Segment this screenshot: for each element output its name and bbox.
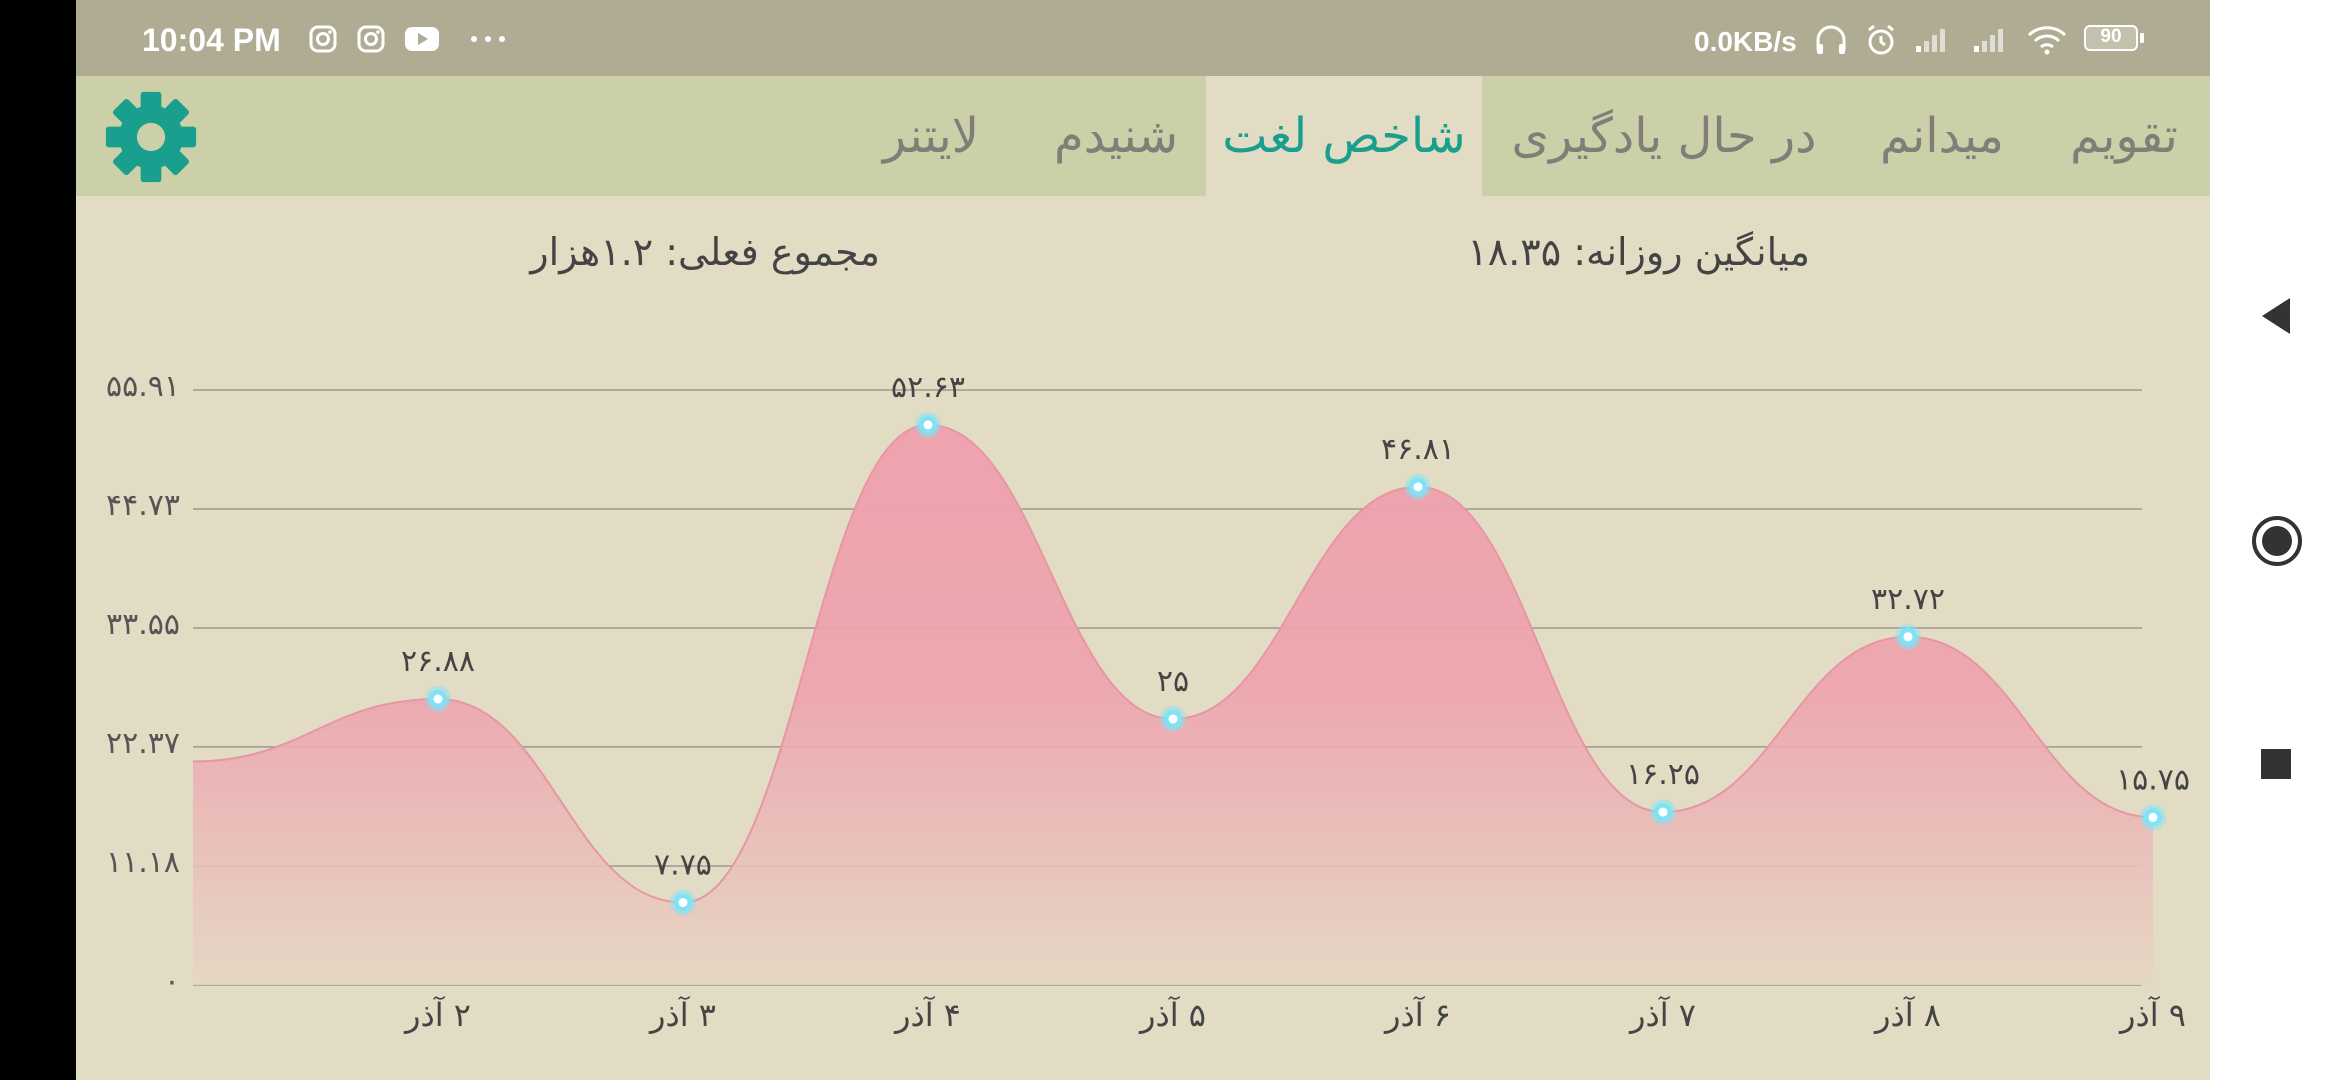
tab-leitner[interactable]: لایتنر <box>836 76 1026 196</box>
status-time: 10:04 PM <box>142 22 281 58</box>
data-label: ۱۵.۷۵ <box>2116 762 2190 797</box>
y-tick-label: ۰ <box>164 964 180 999</box>
instagram-icon <box>357 25 385 53</box>
navigation-bar <box>2210 0 2340 1080</box>
tab-word-index-label: شاخص لغت <box>1222 108 1466 164</box>
youtube-icon <box>405 27 439 51</box>
data-label: ۱۶.۲۵ <box>1626 757 1700 792</box>
more-dots-icon <box>471 36 505 42</box>
chart-points-layer <box>425 411 2166 916</box>
tab-calendar-label: تقویم <box>2070 108 2178 164</box>
word-index-chart: ۰ ۱۱.۱۸ ۲۲.۳۷ ۳۳.۵۵ ۴۴.۷۳ ۵۵.۹۱ ۲۶.۸۸ ۲ آذر ۷.۷… <box>106 369 2190 1034</box>
data-label: ۴۶.۸۱ <box>1381 432 1455 467</box>
data-point-center <box>433 694 443 704</box>
y-tick-label: ۱۱.۱۸ <box>106 845 180 880</box>
x-tick-label: ۴ آذر <box>893 995 961 1034</box>
tab-bar: تقویم میدانم در حال یادگیری شاخص لغت شنی… <box>76 76 2210 196</box>
x-tick-label: ۷ آذر <box>1628 995 1696 1034</box>
tab-word-index[interactable]: شاخص لغت <box>1206 76 1482 196</box>
network-speed: 0.0KB/s <box>1694 26 1797 57</box>
data-label: ۵۲.۶۳ <box>891 370 965 405</box>
app-window: 10:04 PM 0.0KB/s <box>76 0 2210 1080</box>
chart-labels-layer: ۲۶.۸۸ ۲ آذر ۷.۷۵ ۳ آذر ۵۲.۶۳ ۴ آذر ۲۵ ۵ آذر ۴۶.۸… <box>401 370 2190 1034</box>
signal-icon <box>1974 29 2003 52</box>
recents-square-icon[interactable] <box>2258 746 2294 782</box>
wifi-icon <box>2027 26 2067 55</box>
headphones-icon <box>1816 25 1846 54</box>
x-tick-label: ۶ آذر <box>1383 995 1451 1034</box>
gear-icon[interactable] <box>104 90 198 184</box>
data-label: ۲۶.۸۸ <box>401 644 475 679</box>
tab-heard-label: شنیدم <box>1053 108 1179 164</box>
y-tick-label: ۳۳.۵۵ <box>106 607 180 642</box>
data-point-center <box>923 420 933 430</box>
area-fill <box>193 424 2153 985</box>
tab-learning-label: در حال یادگیری <box>1511 108 1817 164</box>
instagram-icon <box>309 25 337 53</box>
battery-level: 90 <box>2100 26 2122 47</box>
tab-heard[interactable]: شنیدم <box>1026 76 1206 196</box>
data-label: ۳۲.۷۲ <box>1871 582 1945 617</box>
x-tick-label: ۹ آذر <box>2118 995 2186 1034</box>
back-triangle-icon[interactable] <box>2258 294 2294 338</box>
current-total: مجموع فعلی: ۱.۲هزار <box>530 230 880 274</box>
tab-known[interactable]: میدانم <box>1846 76 2038 196</box>
data-point-center <box>1413 482 1423 492</box>
tab-known-label: میدانم <box>1879 108 2005 164</box>
daily-average: میانگین روزانه: ۱۸.۳۵ <box>1467 230 1810 274</box>
data-point-center <box>1658 807 1668 817</box>
tab-leitner-label: لایتنر <box>882 108 980 164</box>
tab-calendar[interactable]: تقویم <box>2038 76 2210 196</box>
signal-icon <box>1916 29 1945 52</box>
tab-learning[interactable]: در حال یادگیری <box>1482 76 1846 196</box>
y-tick-label: ۲۲.۳۷ <box>106 726 180 761</box>
x-tick-label: ۸ آذر <box>1873 995 1941 1034</box>
data-label: ۷.۷۵ <box>654 848 712 883</box>
battery-icon: 90 <box>2084 25 2146 53</box>
data-point-center <box>2148 812 2158 822</box>
data-label: ۲۵ <box>1157 664 1189 699</box>
x-tick-label: ۲ آذر <box>403 995 471 1034</box>
home-circle-icon[interactable] <box>2250 514 2304 568</box>
y-tick-label: ۴۴.۷۳ <box>106 488 180 523</box>
data-point-center <box>678 898 688 908</box>
y-tick-label: ۵۵.۹۱ <box>106 369 180 404</box>
status-bar: 10:04 PM 0.0KB/s <box>76 0 2210 76</box>
data-point-center <box>1903 632 1913 642</box>
data-point-center <box>1168 714 1178 724</box>
left-screen-edge <box>0 0 76 1080</box>
alarm-icon <box>1868 24 1894 55</box>
x-tick-label: ۵ آذر <box>1138 995 1206 1034</box>
x-tick-label: ۳ آذر <box>648 995 716 1034</box>
